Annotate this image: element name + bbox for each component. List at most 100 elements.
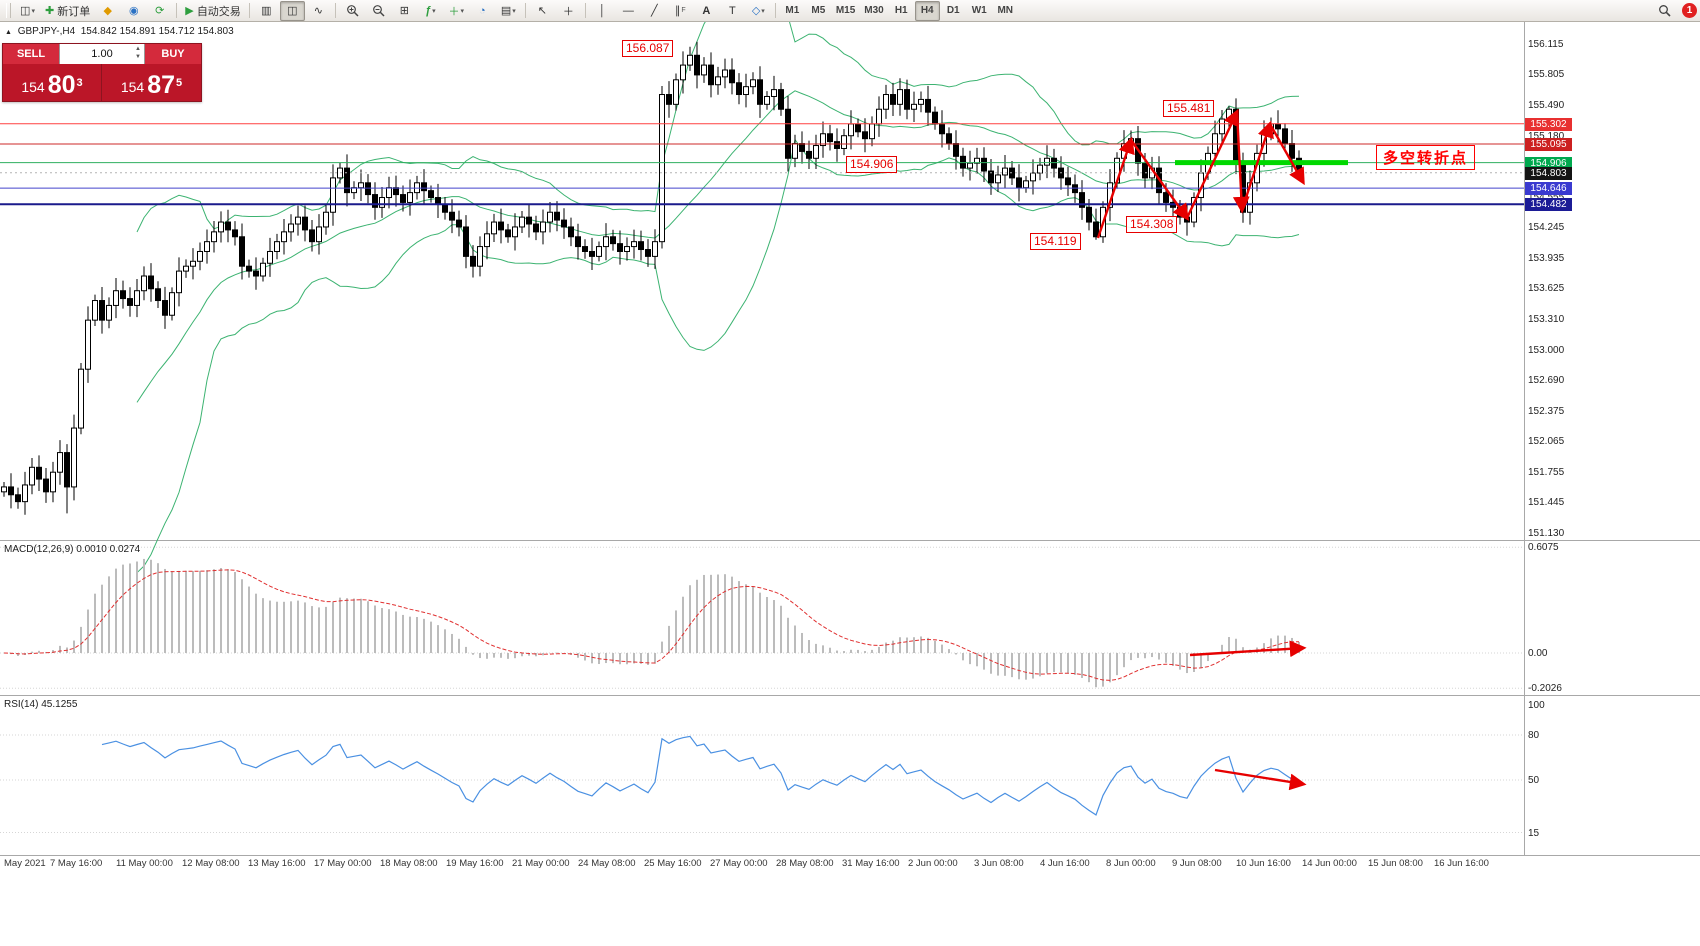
- one-click-trading-panel: SELL 1.00 ▲ ▼ BUY 154 80 3 154 87 5: [2, 43, 202, 102]
- time-axis-label: 2 Jun 00:00: [908, 858, 958, 869]
- line-chart-icon[interactable]: ∿: [313, 5, 323, 17]
- timeframe-mn[interactable]: MN: [997, 5, 1013, 16]
- timeframe-w1[interactable]: W1: [971, 5, 987, 16]
- label-icon[interactable]: T: [728, 4, 736, 17]
- timeframe-h4[interactable]: H4: [914, 0, 940, 21]
- price-annotation-label: 154.906: [846, 156, 898, 173]
- price-axis-label: 155.805: [1528, 69, 1565, 81]
- price-annotation-label: 154.308: [1126, 216, 1178, 233]
- toolbar-separator: [774, 3, 776, 18]
- time-axis-label: May 2021: [4, 858, 46, 869]
- chart-header: ▲ GBPJPY-,H4 154.842 154.891 154.712 154…: [5, 26, 234, 37]
- price-axis-label: 153.935: [1528, 252, 1565, 264]
- play-icon: ▶: [185, 5, 194, 17]
- time-axis-label: 7 May 16:00: [50, 858, 103, 869]
- macd-axis-label: -0.2026: [1528, 683, 1562, 695]
- time-axis-label: 8 Jun 00:00: [1106, 858, 1156, 869]
- crosshair-icon[interactable]: ＋: [562, 5, 574, 18]
- cursor-icon[interactable]: ↖: [537, 5, 547, 17]
- time-axis-label: 24 May 08:00: [578, 858, 636, 869]
- chart-ohlc-values: 154.842 154.891 154.712 154.803: [80, 26, 234, 37]
- time-axis-label: 18 May 08:00: [380, 858, 438, 869]
- buy-price-sub: 5: [176, 77, 183, 89]
- price-axis-label: 154.245: [1528, 222, 1565, 234]
- sell-price-sub: 3: [76, 77, 83, 89]
- buy-price-int: 154: [120, 79, 145, 95]
- price-tag-154.906: 154.906: [1525, 156, 1572, 170]
- data-window-icon[interactable]: ▤ ▾: [500, 5, 516, 17]
- sell-price[interactable]: 154 80 3: [3, 64, 102, 101]
- trendline-icon[interactable]: ╱: [651, 5, 658, 17]
- sell-price-pips: 80: [47, 71, 76, 99]
- new-chart-icon[interactable]: ＋ ▾: [448, 5, 465, 18]
- time-axis-label: 21 May 00:00: [512, 858, 570, 869]
- rsi-axis-label: 50: [1528, 775, 1540, 786]
- buy-button[interactable]: BUY: [145, 44, 201, 64]
- toolbar-separator: [584, 3, 586, 18]
- candles-layer: [1, 41, 1302, 515]
- macd-axis-label: 0.6075: [1528, 542, 1559, 554]
- price-tag-155.095: 155.095: [1525, 138, 1572, 152]
- vertical-line-icon[interactable]: │: [598, 4, 606, 17]
- price-axis-label: 153.000: [1528, 344, 1565, 356]
- collapse-arrow-icon[interactable]: ▲: [5, 29, 12, 36]
- time-axis-label: 31 May 16:00: [842, 858, 900, 869]
- indicator-gridlines: [0, 546, 1524, 833]
- shapes-icon[interactable]: ◇ ▾: [751, 5, 765, 17]
- timeframe-m15[interactable]: M15: [835, 5, 856, 16]
- time-axis-label: 13 May 16:00: [248, 858, 306, 869]
- metaeditor-icon[interactable]: ◆: [103, 5, 113, 17]
- price-annotation-label: 155.481: [1163, 100, 1215, 117]
- rsi-line: [101, 735, 1300, 816]
- rsi-axis-label: 15: [1528, 827, 1540, 839]
- timeframe-m30[interactable]: M30: [864, 5, 884, 16]
- time-axis-label: 14 Jun 00:00: [1302, 858, 1357, 869]
- notification-badge[interactable]: 1: [1682, 3, 1697, 18]
- lot-stepper-icons[interactable]: ▲ ▼: [135, 46, 141, 60]
- timeframe-m5[interactable]: M5: [811, 5, 826, 16]
- horizontal-line-icon[interactable]: —: [622, 4, 634, 17]
- timeframe-h1[interactable]: H1: [894, 5, 908, 16]
- price-axis-label: 154.555: [1528, 192, 1564, 203]
- channel-icon[interactable]: ∥ F: [674, 5, 686, 17]
- text-icon[interactable]: A: [702, 4, 711, 17]
- price-tag-154.646: 154.646: [1525, 182, 1572, 196]
- time-axis-label: 10 Jun 16:00: [1236, 858, 1291, 869]
- refresh-icon[interactable]: ⟳: [155, 5, 165, 17]
- price-axis-label: 152.375: [1528, 405, 1565, 417]
- timeframe-m1[interactable]: M1: [785, 5, 800, 16]
- price-axis-label: 153.625: [1528, 283, 1565, 295]
- autotrading-label: 自动交易: [196, 5, 241, 18]
- time-axis-label: 3 Jun 08:00: [974, 858, 1024, 869]
- buy-price[interactable]: 154 87 5: [102, 64, 201, 101]
- lot-size-input[interactable]: 1.00 ▲ ▼: [59, 44, 145, 64]
- trend-arrows: [1096, 108, 1307, 791]
- toolbar-separator: [248, 3, 250, 18]
- candlestick-chart-icon[interactable]: ◫: [279, 0, 305, 21]
- price-tag-154.482: 154.482: [1525, 198, 1572, 212]
- toolbar-separator: [176, 3, 178, 18]
- zoom-out-icon[interactable]: [366, 1, 391, 21]
- timeframe-d1[interactable]: D1: [946, 5, 960, 16]
- community-icon[interactable]: ◉: [128, 5, 139, 17]
- zoom-in-icon[interactable]: [340, 1, 365, 21]
- tile-windows-icon[interactable]: ⊞: [399, 5, 409, 17]
- time-axis-label: 16 Jun 16:00: [1434, 858, 1489, 869]
- price-axis-label: 155.490: [1528, 100, 1565, 112]
- toolbar-separator: [334, 3, 336, 18]
- cycle-icon[interactable]: ◔: [478, 4, 486, 17]
- symbol-window-icon[interactable]: ◫ ▾: [20, 5, 35, 17]
- rsi-axis-label: 100: [1528, 700, 1545, 711]
- search-icon[interactable]: [1652, 1, 1677, 21]
- macd-header: MACD(12,26,9) 0.0010 0.0274: [4, 544, 141, 555]
- new-order-button[interactable]: ✚ 新订单: [41, 1, 94, 21]
- bar-chart-icon[interactable]: ▥: [261, 5, 272, 17]
- price-tag-154.803: 154.803: [1525, 166, 1572, 180]
- timeframe-toolbar: M1 M5 M15 M30 H1 H4 D1 W1 MN: [780, 0, 1018, 21]
- price-axis-label: 155.180: [1528, 130, 1565, 142]
- sell-button[interactable]: SELL: [3, 44, 59, 64]
- price-axis-label: 151.445: [1528, 497, 1565, 509]
- indicators-icon[interactable]: ƒ ▾: [424, 4, 436, 17]
- autotrading-button[interactable]: ▶ 自动交易: [181, 1, 245, 21]
